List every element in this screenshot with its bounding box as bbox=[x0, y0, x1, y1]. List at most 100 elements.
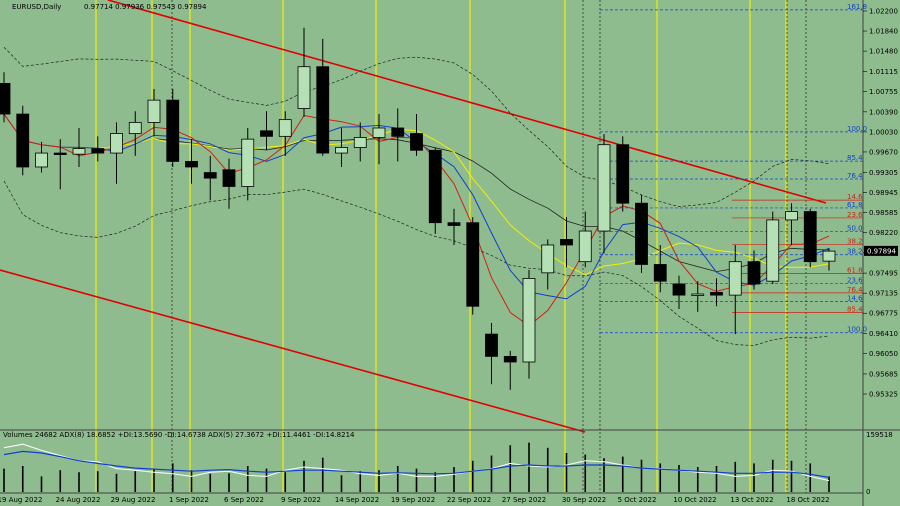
candle-body bbox=[410, 133, 423, 151]
candle-body bbox=[316, 66, 330, 154]
symbol-label: EURUSD,Daily bbox=[12, 3, 61, 11]
price-tick-label: 0.98585 bbox=[869, 209, 898, 217]
fib-blue-label-4: 61.8 bbox=[847, 201, 863, 209]
fib-blue-label-7: 23.6 bbox=[847, 277, 863, 285]
price-tick-label: 1.02200 bbox=[869, 8, 898, 16]
date-tick-label: 19 Sep 2022 bbox=[391, 496, 435, 504]
adx-white-line bbox=[3, 443, 830, 482]
candle-body bbox=[653, 264, 667, 282]
date-tick-label: 9 Sep 2022 bbox=[281, 496, 321, 504]
date-tick-label: 19 Aug 2022 bbox=[0, 496, 42, 504]
fib-red-label-4: 76.4 bbox=[847, 286, 863, 294]
price-tick-label: 0.95325 bbox=[869, 391, 898, 399]
fib-blue-label-6: 38.2 bbox=[847, 248, 863, 256]
adx-blue-line bbox=[3, 450, 830, 478]
date-axis: 19 Aug 2022 24 Aug 2022 29 Aug 2022 1 Sep 2… bbox=[0, 492, 863, 504]
candle-body bbox=[803, 211, 817, 263]
candle-body bbox=[16, 113, 30, 168]
band-lower-line bbox=[3, 180, 830, 346]
price-tick-label: 0.99305 bbox=[869, 169, 898, 177]
price-tick-label: 1.01115 bbox=[869, 68, 898, 76]
candle-body bbox=[672, 283, 686, 296]
date-tick-label: 1 Sep 2022 bbox=[169, 496, 209, 504]
candle-body bbox=[691, 293, 705, 296]
current-price-box bbox=[864, 245, 898, 256]
fib-red-label-2: 38.2 bbox=[847, 237, 863, 245]
fib-blue-label-1: 100.0 bbox=[847, 125, 867, 133]
price-tick-label: 1.00755 bbox=[869, 88, 898, 96]
fib-blue-label-9: 100.0 bbox=[847, 326, 867, 334]
price-tick-label: 0.97495 bbox=[869, 270, 898, 278]
current-price-label: 0.97894 bbox=[867, 247, 896, 255]
candle-body bbox=[35, 152, 48, 168]
candle-body bbox=[728, 261, 742, 296]
candle-body bbox=[372, 127, 386, 138]
candle-body bbox=[466, 222, 480, 307]
price-tick-label: 0.96775 bbox=[869, 310, 898, 318]
indicator-panel bbox=[0, 429, 900, 492]
candle-body bbox=[503, 355, 517, 363]
date-tick-label: 29 Aug 2022 bbox=[111, 496, 156, 504]
candle-body bbox=[428, 149, 442, 224]
candle-body bbox=[185, 161, 198, 168]
date-tick-label: 24 Aug 2022 bbox=[56, 496, 101, 504]
candle-body bbox=[485, 333, 498, 357]
candlesticks bbox=[0, 27, 836, 390]
candle-body bbox=[710, 291, 723, 296]
fib-red-label-5: 85.4 bbox=[847, 305, 863, 313]
candle-body bbox=[766, 219, 780, 282]
date-tick-label: 5 Oct 2022 bbox=[618, 496, 657, 504]
candle-body bbox=[222, 169, 236, 187]
candle-body bbox=[822, 250, 836, 262]
candle-body bbox=[147, 99, 161, 123]
candle-body bbox=[278, 119, 292, 137]
date-tick-label: 6 Sep 2022 bbox=[224, 496, 264, 504]
candle-body bbox=[353, 137, 367, 148]
candle-body bbox=[447, 222, 461, 226]
indicator-min-label: 0 bbox=[866, 488, 870, 496]
candle-body bbox=[578, 230, 592, 263]
fib-blue-label-3: 76.4 bbox=[847, 172, 863, 180]
candle-body bbox=[522, 278, 536, 363]
fib-blue-label-8: 14.6 bbox=[847, 295, 863, 303]
candle-body bbox=[166, 99, 180, 162]
price-tick-label: 0.97135 bbox=[869, 290, 898, 298]
candle-body bbox=[91, 148, 105, 154]
candle-body bbox=[560, 239, 573, 246]
fib-blue-label-5: 50.0 bbox=[847, 224, 863, 232]
candle-body bbox=[635, 202, 648, 265]
candle-body bbox=[785, 211, 798, 221]
indicator-title: Volumes 24682 ADX(8) 18.6852 +DI:13.5690… bbox=[3, 431, 355, 439]
fib-red-label-3: 61.8 bbox=[847, 266, 863, 274]
price-tick-label: 1.01840 bbox=[869, 28, 898, 36]
trend-channel bbox=[0, 0, 827, 433]
price-tick-label: 0.96050 bbox=[869, 350, 898, 358]
fib-blue-label-2: 85.4 bbox=[847, 154, 863, 162]
price-tick-label: 1.00030 bbox=[869, 128, 898, 136]
fib-red-label-1: 23.6 bbox=[847, 211, 863, 219]
indicator-max-label: 159518 bbox=[866, 431, 893, 439]
date-tick-label: 14 Sep 2022 bbox=[335, 496, 379, 504]
candle-body bbox=[597, 144, 611, 232]
channel-lower-line bbox=[0, 269, 586, 433]
candle-body bbox=[391, 127, 405, 137]
candle-body bbox=[747, 261, 761, 285]
price-tick-label: 0.96410 bbox=[869, 330, 898, 338]
price-tick-label: 0.95685 bbox=[869, 370, 898, 378]
date-tick-label: 30 Sep 2022 bbox=[562, 496, 606, 504]
date-tick-label: 27 Sep 2022 bbox=[502, 496, 546, 504]
date-tick-label: 10 Oct 2022 bbox=[673, 496, 716, 504]
price-axis: 1.02200 1.01840 1.01480 1.01115 1.00755 1.003… bbox=[862, 0, 898, 506]
candle-body bbox=[297, 66, 311, 109]
price-tick-label: 0.98945 bbox=[869, 189, 898, 197]
fib-blue-label-0: 161.8 bbox=[847, 3, 867, 11]
date-tick-label: 22 Sep 2022 bbox=[447, 496, 491, 504]
candle-body bbox=[72, 148, 86, 155]
price-tick-label: 0.99670 bbox=[869, 148, 898, 156]
band-upper-line bbox=[3, 46, 830, 207]
date-tick-label: 13 Oct 2022 bbox=[730, 496, 773, 504]
candle-body bbox=[260, 130, 273, 137]
candle-body bbox=[0, 83, 11, 115]
candle-body bbox=[241, 138, 255, 187]
